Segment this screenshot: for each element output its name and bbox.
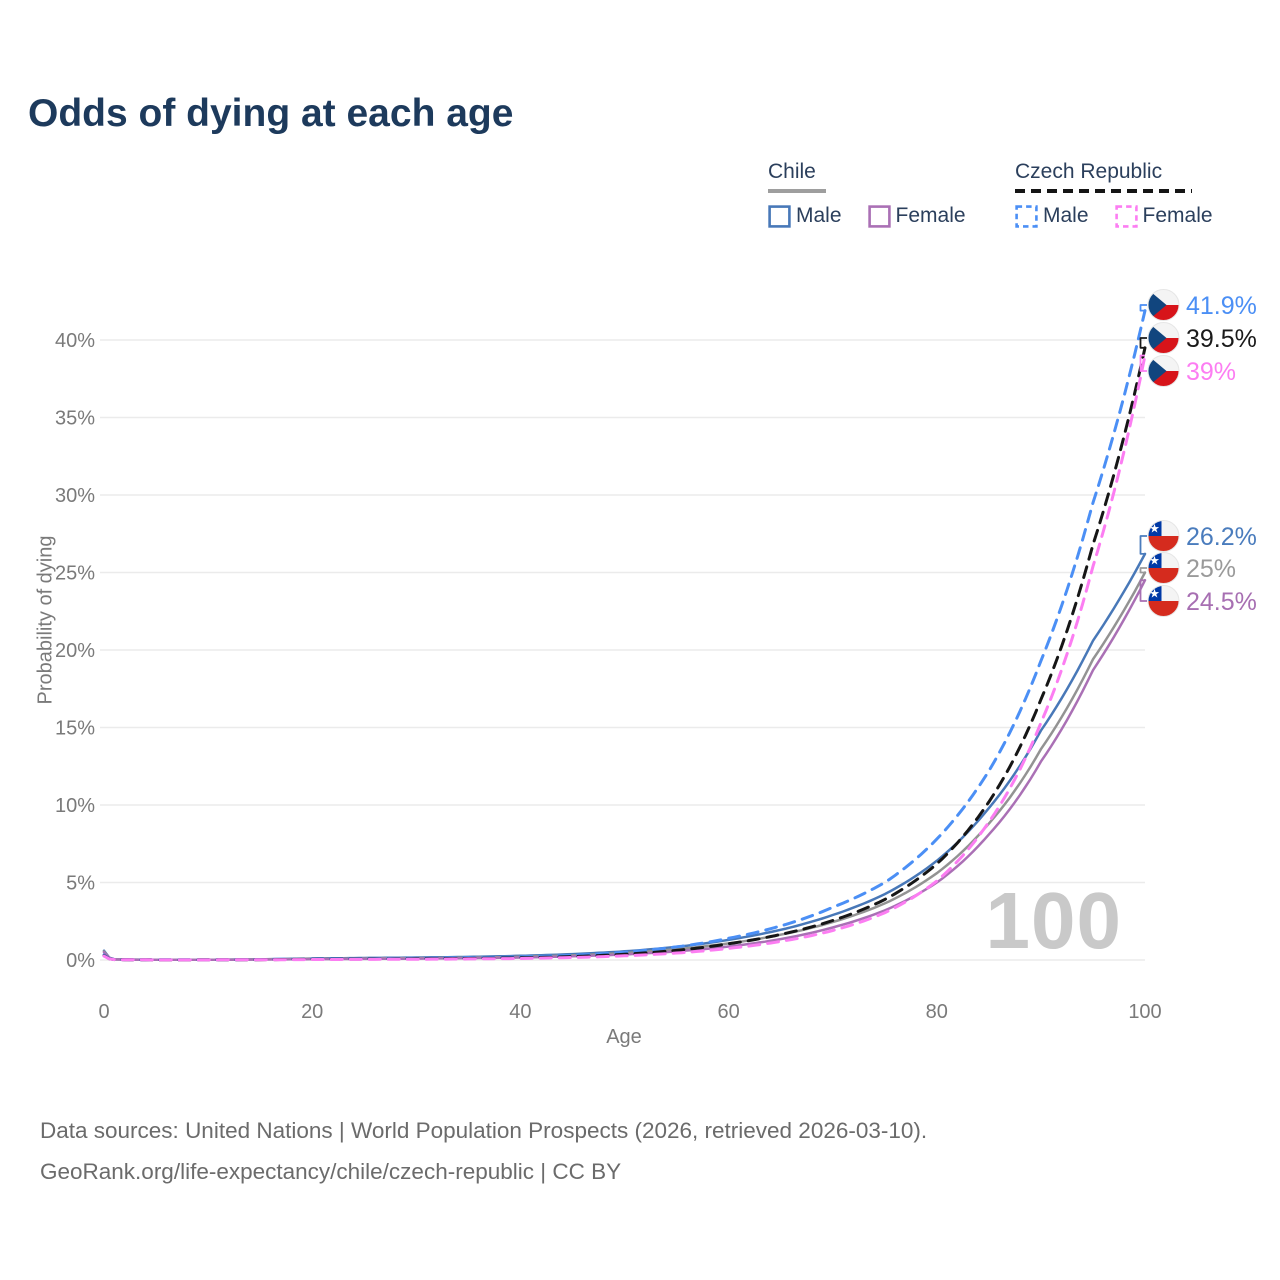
czech-flag-icon — [1147, 322, 1180, 354]
end-label-connector-czech-republic-both-sexes — [1139, 337, 1147, 349]
x-tick-label: 0 — [98, 1001, 109, 1023]
legend-item-label: Male — [796, 204, 842, 227]
end-value-label-czech-republic-female: 39% — [1186, 358, 1236, 386]
legend-item-chile-male[interactable]: Male — [768, 204, 842, 228]
y-axis-title: Probability of dying — [34, 535, 57, 705]
legend-item-label: Female — [895, 204, 966, 227]
star-icon: ★ — [1149, 587, 1160, 601]
end-value-label-czech-republic-both-sexes: 39.5% — [1186, 325, 1257, 353]
chile-flag-icon: ★ — [1147, 585, 1180, 617]
end-value-label-chile-female: 24.5% — [1186, 588, 1257, 616]
footer-attribution-url: GeoRank.org/life-expectancy/chile/czech-… — [40, 1159, 622, 1184]
star-icon: ★ — [1149, 522, 1160, 536]
y-tick-label: 5% — [66, 873, 95, 895]
swatch-chile-female-icon — [867, 204, 891, 228]
line-czech-republic-female[interactable] — [102, 354, 1147, 962]
legend-group-chile: Chile Male Female — [768, 160, 966, 228]
swatch-czech-republic-male-icon — [1015, 204, 1038, 228]
swatch-czech-republic-female-icon — [1114, 204, 1138, 228]
star-icon: ★ — [1149, 554, 1160, 568]
page-title: Odds of dying at each age — [28, 92, 514, 135]
footer: Data sources: United Nations | World Pop… — [40, 1110, 927, 1192]
end-label-connector-chile-both-sexes — [1139, 567, 1147, 574]
end-value-label-chile-male: 26.2% — [1186, 523, 1257, 551]
legend-items-czech: Male Female — [1015, 204, 1213, 228]
end-value-label-czech-republic-male: 41.9% — [1186, 292, 1257, 320]
y-tick-label: 35% — [55, 408, 95, 430]
end-label-connector-chile-female — [1139, 579, 1147, 602]
line-czech-republic-male[interactable] — [102, 309, 1147, 962]
legend-items-chile: Male Female — [768, 204, 966, 228]
swatch-chile-male-icon — [768, 204, 791, 228]
legend-group-czech-republic: Czech Republic Male Female — [1015, 160, 1213, 228]
y-tick-label: 20% — [55, 640, 95, 662]
legend-item-czech-republic-male[interactable]: Male — [1015, 204, 1089, 228]
end-label-connector-czech-republic-female — [1139, 354, 1147, 372]
y-tick-label: 0% — [66, 950, 95, 972]
legend-item-label: Female — [1142, 204, 1213, 227]
x-tick-label: 40 — [509, 1001, 531, 1023]
czech-flag-icon — [1147, 289, 1180, 321]
legend-item-czech-republic-female[interactable]: Female — [1114, 204, 1213, 228]
czech-flag-icon — [1147, 355, 1180, 387]
legend-group-chile-label[interactable]: Chile — [768, 160, 816, 183]
x-tick-label: 80 — [926, 1001, 948, 1023]
footer-data-sources: Data sources: United Nations | World Pop… — [40, 1118, 928, 1143]
x-tick-label: 100 — [1128, 1001, 1161, 1023]
y-tick-label: 25% — [55, 563, 95, 585]
y-tick-label: 10% — [55, 795, 95, 817]
end-label-connector-chile-male — [1139, 535, 1147, 555]
end-label-connector-czech-republic-male — [1139, 304, 1147, 312]
chile-flag-icon: ★ — [1147, 552, 1180, 584]
end-value-label-chile-both-sexes: 25% — [1186, 555, 1236, 583]
y-tick-label: 40% — [55, 330, 95, 352]
x-tick-label: 20 — [301, 1001, 323, 1023]
legend-item-chile-female[interactable]: Female — [867, 204, 966, 228]
y-tick-label: 15% — [55, 718, 95, 740]
legend-item-label: Male — [1043, 204, 1089, 227]
czech-dashed-line-sample — [1015, 189, 1192, 193]
x-tick-label: 60 — [717, 1001, 739, 1023]
legend-group-czech-label[interactable]: Czech Republic — [1015, 160, 1163, 183]
y-tick-label: 30% — [55, 485, 95, 507]
chile-flag-icon: ★ — [1147, 520, 1180, 552]
chile-solid-line-sample — [768, 189, 826, 193]
x-axis-title: Age — [606, 1026, 642, 1048]
age-watermark: 100 — [985, 876, 1122, 965]
line-czech-republic-both-sexes[interactable] — [102, 346, 1147, 962]
